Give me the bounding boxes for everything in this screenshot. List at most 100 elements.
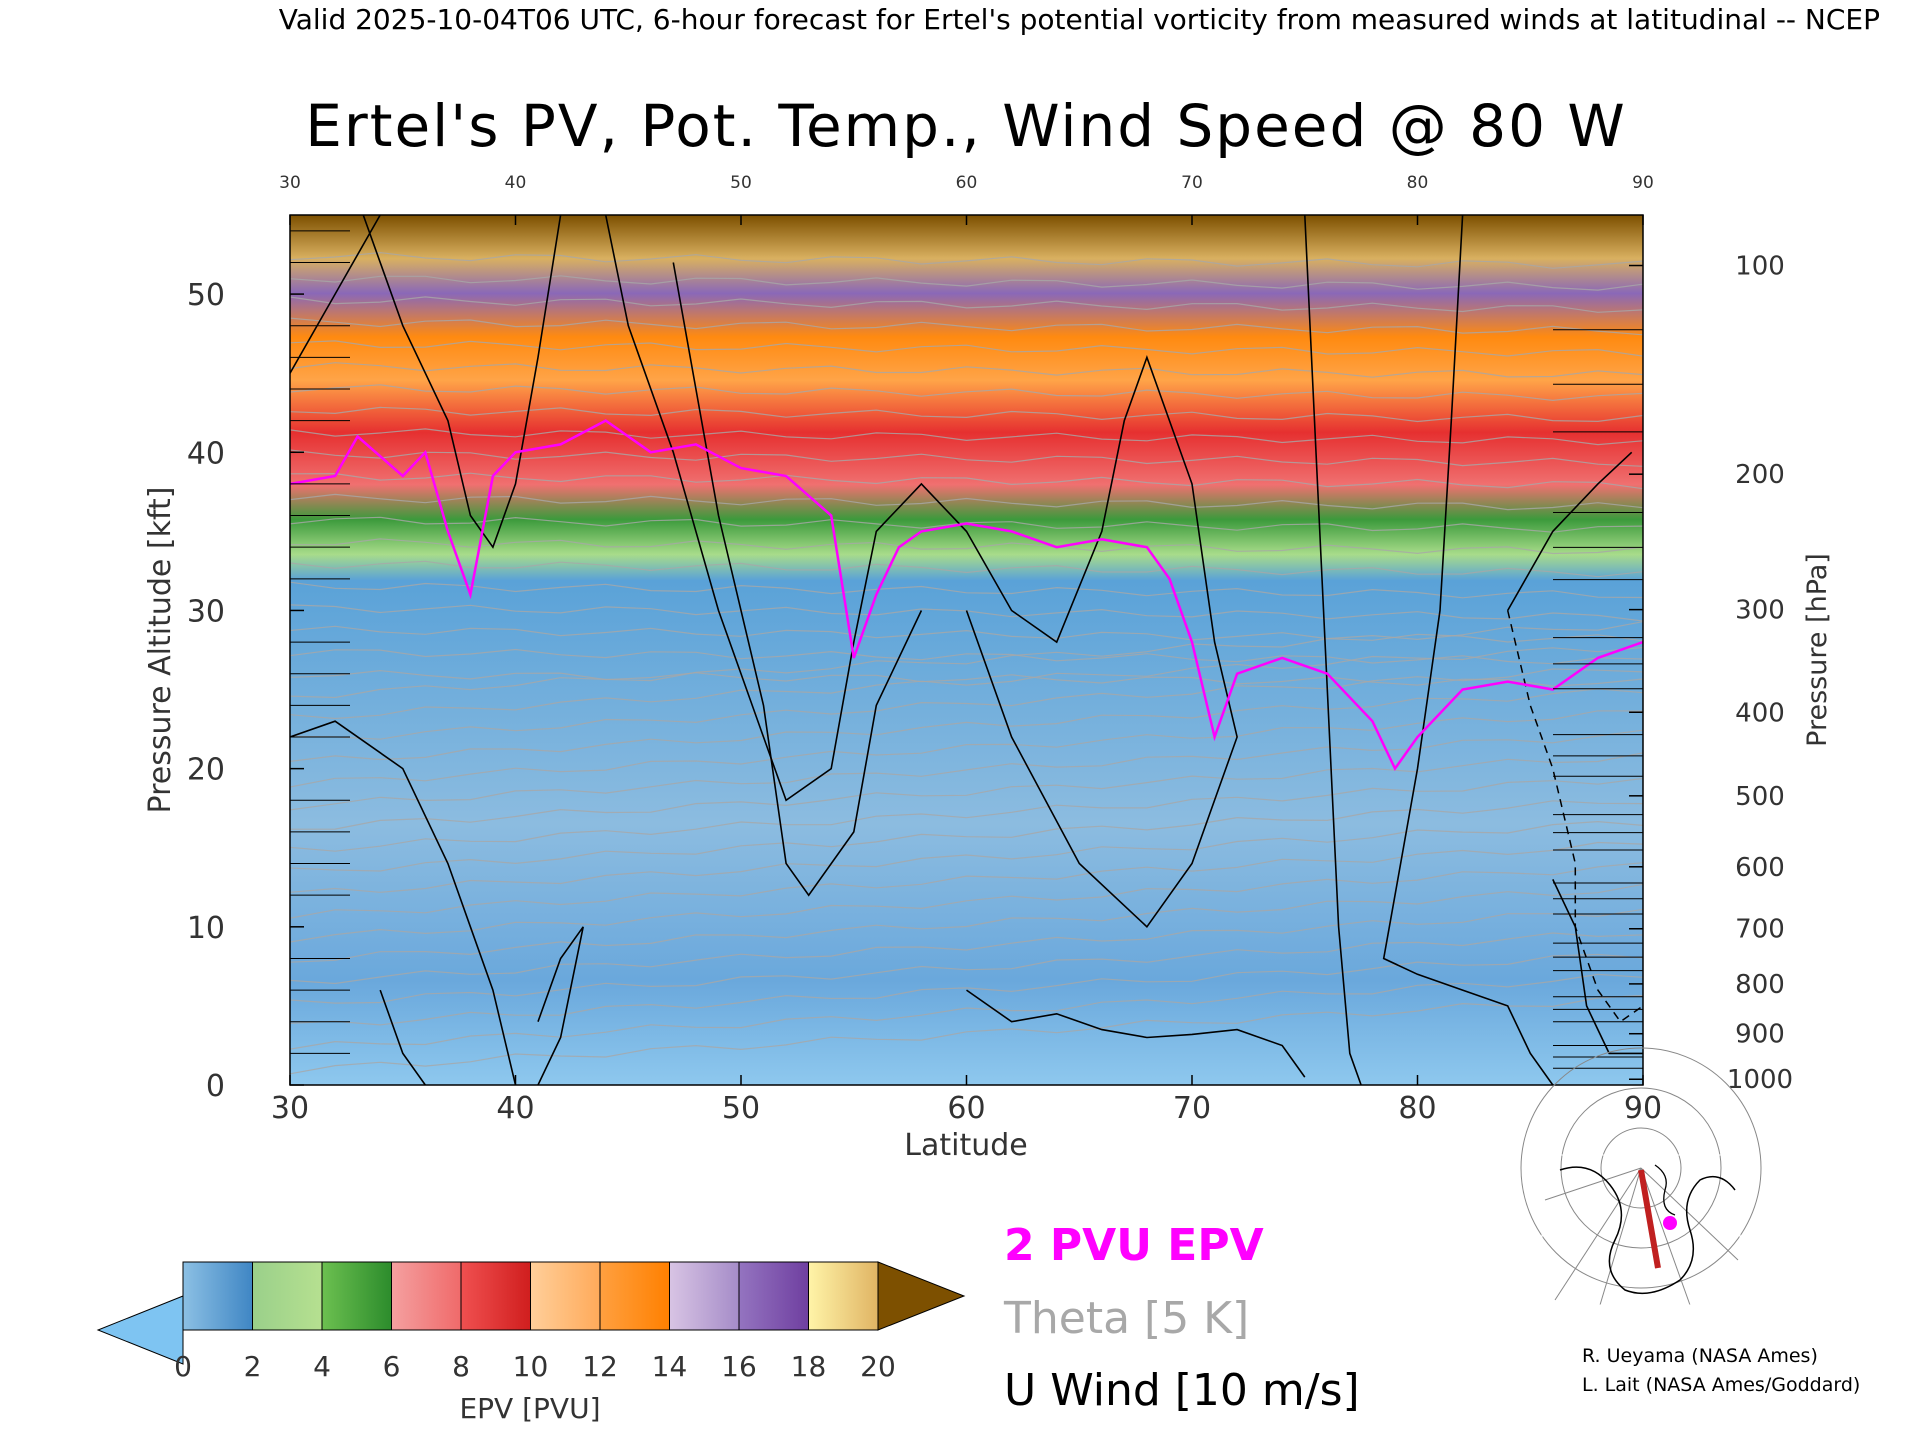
top-x-tick-label: 30 xyxy=(279,173,301,193)
wind-contour xyxy=(966,989,1306,1078)
right-tick-label: 200 xyxy=(1735,460,1785,490)
right-tick-label: 1000 xyxy=(1727,1065,1793,1095)
colorbar-bin xyxy=(738,1261,809,1331)
top-x-tick-label: 90 xyxy=(1632,173,1654,193)
colorbar-label: EPV [PVU] xyxy=(459,1392,600,1425)
colorbar-bin xyxy=(252,1261,323,1331)
theta-contour xyxy=(290,625,1643,643)
theta-contour xyxy=(290,973,1643,1050)
colorbar-bin xyxy=(599,1261,670,1331)
theta-contour xyxy=(290,296,1643,313)
cross-section-track xyxy=(1638,1169,1661,1269)
colorbar-bin xyxy=(460,1261,531,1331)
theta-contour xyxy=(290,538,1643,555)
theta-contour xyxy=(290,994,1643,1075)
x-tick-label: 80 xyxy=(1398,1091,1436,1126)
legend-pv: 2 PVU EPV xyxy=(1004,1220,1264,1271)
theta-contour xyxy=(290,908,1643,985)
colorbar-tick-label: 8 xyxy=(452,1350,470,1383)
wind-contour xyxy=(1552,879,1643,1055)
x-tick-label: 70 xyxy=(1173,1091,1211,1126)
colorbar-tick-label: 20 xyxy=(860,1350,896,1383)
theta-contour xyxy=(290,384,1643,402)
coastline-outline xyxy=(1559,1166,1736,1295)
location-marker xyxy=(1663,1216,1677,1230)
x-tick-label: 90 xyxy=(1624,1091,1662,1126)
wind-contour xyxy=(1382,215,1554,1085)
credit-line-2: L. Lait (NASA Ames/Goddard) xyxy=(1582,1374,1860,1396)
colorbar-over-arrow xyxy=(877,1261,966,1331)
theta-contour xyxy=(290,428,1643,446)
right-tick-label: 500 xyxy=(1735,782,1785,812)
theta-contour xyxy=(290,669,1643,687)
valid-line: Valid 2025-10-04T06 UTC, 6-hour forecast… xyxy=(279,3,1880,36)
wind-contour-negative xyxy=(1506,610,1643,1023)
theta-contour xyxy=(290,862,1643,943)
theta-contour xyxy=(290,688,1643,762)
wind-contour xyxy=(604,215,1238,929)
theta-contour xyxy=(290,581,1643,599)
legend: 2 PVU EPV Theta [5 K] U Wind [10 m/s] xyxy=(1003,1220,1360,1416)
right-tick-label: 700 xyxy=(1735,915,1785,945)
colorbar-tick-label: 0 xyxy=(174,1350,192,1383)
right-tick-label: 900 xyxy=(1735,1020,1785,1050)
colorbar-tick-label: 14 xyxy=(652,1350,688,1383)
x-tick-label: 40 xyxy=(496,1091,534,1126)
x-tick-label: 50 xyxy=(722,1091,760,1126)
theta-contour xyxy=(290,251,1643,269)
theta-contour xyxy=(290,883,1643,963)
right-axis-label: Pressure [hPa] xyxy=(1802,553,1833,747)
right-tick-label: 600 xyxy=(1735,853,1785,883)
chart-title: Ertel's PV, Pot. Temp., Wind Speed @ 80 … xyxy=(305,92,1627,160)
theta-contour xyxy=(290,729,1643,811)
colorbar-tick-label: 6 xyxy=(383,1350,401,1383)
wind-contour xyxy=(290,720,517,1085)
left-tick-label: 50 xyxy=(187,278,225,313)
theta-contour xyxy=(290,953,1643,1026)
theta-contour xyxy=(290,340,1643,357)
colorbar-tick-label: 4 xyxy=(313,1350,331,1383)
axes: 3030404050506060707080809090010203040501… xyxy=(187,173,1793,1126)
legend-wind: U Wind [10 m/s] xyxy=(1004,1365,1360,1416)
theta-contour xyxy=(290,646,1643,720)
left-tick-label: 10 xyxy=(187,911,225,946)
theta-contour xyxy=(290,777,1643,852)
plot-area xyxy=(290,215,1643,1085)
colorbar-under-arrow xyxy=(96,1295,184,1365)
colorbar: 0 2 4 6 8 10 12 14 16 18 20 EPV [PVU] xyxy=(96,1261,966,1425)
top-x-tick-label: 40 xyxy=(505,173,527,193)
right-tick-label: 100 xyxy=(1735,252,1785,282)
wind-contour xyxy=(672,262,923,897)
theta-contour xyxy=(290,317,1643,336)
wind-contour xyxy=(290,215,381,374)
wind-contour xyxy=(379,989,426,1085)
theta-contour xyxy=(290,648,1643,665)
theta-contour xyxy=(290,362,1643,378)
top-x-tick-label: 80 xyxy=(1407,173,1429,193)
theta-contour xyxy=(290,449,1643,467)
theta-contour xyxy=(290,472,1643,490)
colorbar-tick-label: 16 xyxy=(721,1350,757,1383)
top-x-tick-label: 60 xyxy=(956,173,978,193)
theta-contour xyxy=(290,621,1643,699)
colorbar-bin xyxy=(808,1261,879,1331)
wind-contour xyxy=(537,926,584,1085)
right-tick-label: 300 xyxy=(1735,596,1785,626)
map-inset xyxy=(1520,1047,1762,1306)
theta-contour xyxy=(290,710,1643,788)
x-tick-label: 60 xyxy=(947,1091,985,1126)
colorbar-bin xyxy=(182,1261,253,1331)
credit-line-1: R. Ueyama (NASA Ames) xyxy=(1582,1345,1818,1367)
left-tick-label: 40 xyxy=(187,436,225,471)
theta-contour xyxy=(290,932,1643,1004)
colorbar-tick-label: 10 xyxy=(513,1350,549,1383)
right-tick-label: 400 xyxy=(1735,698,1785,728)
theta-contour xyxy=(290,668,1643,740)
wind-contour xyxy=(1507,451,1633,611)
theta-contour xyxy=(290,275,1643,291)
wind-contour xyxy=(1304,215,1362,1085)
colorbar-bin xyxy=(669,1261,740,1331)
left-axis-label: Pressure Altitude [kft] xyxy=(143,487,178,814)
theta-contour xyxy=(290,560,1643,578)
